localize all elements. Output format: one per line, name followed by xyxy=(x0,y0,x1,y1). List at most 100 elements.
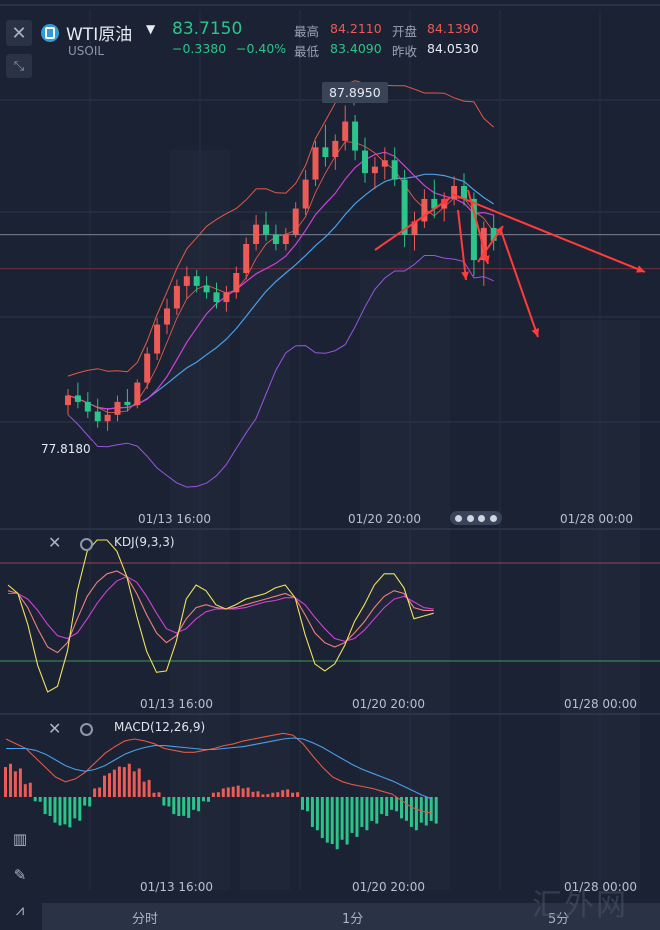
candle-type-icon[interactable]: ▥ xyxy=(12,830,28,848)
close-icon[interactable]: ✕ xyxy=(6,20,32,46)
candle-body xyxy=(223,292,230,302)
period-bar xyxy=(42,903,660,930)
macd-histogram-bar xyxy=(172,797,176,815)
candle-body xyxy=(65,395,71,406)
macd-histogram-bar xyxy=(380,797,384,815)
macd-histogram-bar xyxy=(202,797,205,802)
close-icon[interactable]: ✕ xyxy=(48,719,62,738)
time-label: 01/13 16:00 xyxy=(140,697,213,711)
gear-icon[interactable] xyxy=(80,723,93,736)
macd-histogram-bar xyxy=(271,792,275,797)
candle-body xyxy=(104,414,111,422)
macd-histogram-bar xyxy=(246,787,250,797)
annotation-arrowhead xyxy=(636,265,645,273)
macd-histogram-bar xyxy=(231,786,235,797)
period-tab-5min[interactable]: 5分 xyxy=(548,912,570,927)
macd-histogram-bar xyxy=(400,797,403,819)
shrink-icon[interactable]: ⤡ xyxy=(6,54,32,78)
macd-histogram-bar xyxy=(251,791,255,797)
time-label: 01/13 16:00 xyxy=(138,512,211,526)
macd-histogram-bar xyxy=(98,787,102,797)
symbol-code: USOIL xyxy=(68,44,105,58)
macd-histogram-bar xyxy=(216,792,220,797)
macd-histogram-bar xyxy=(236,785,240,797)
candle-body xyxy=(144,353,151,383)
symbol-name[interactable]: WTI原油 xyxy=(66,25,133,45)
macd-histogram-bar xyxy=(152,792,156,797)
time-label: 01/20 20:00 xyxy=(352,697,425,711)
macd-histogram-bar xyxy=(325,797,329,843)
indicator-icon[interactable]: ⩘ xyxy=(15,901,25,919)
open-label: 开盘 xyxy=(392,24,418,39)
macd-histogram-bar xyxy=(162,797,166,806)
candle-body xyxy=(173,285,180,309)
macd-histogram-bar xyxy=(256,791,260,797)
annotation-arrowhead xyxy=(482,255,490,264)
candle-body xyxy=(480,227,487,261)
candle-body xyxy=(401,179,408,235)
macd-histogram-bar xyxy=(147,779,151,797)
candle-body xyxy=(282,234,289,244)
candle-body xyxy=(470,198,477,261)
last-price: 83.7150 xyxy=(172,19,243,39)
macd-histogram-bar xyxy=(38,797,42,802)
macd-histogram-bar xyxy=(43,797,47,815)
macd-histogram-bar xyxy=(122,767,126,797)
macd-histogram-bar xyxy=(58,797,62,826)
macd-histogram-bar xyxy=(192,797,196,810)
macd-histogram-bar xyxy=(28,782,32,797)
low-price-tag: 77.8180 xyxy=(39,441,93,457)
macd-histogram-bar xyxy=(207,797,210,802)
period-tab-1min[interactable]: 1分 xyxy=(342,912,364,927)
macd-histogram-bar xyxy=(68,797,72,828)
macd-histogram-bar xyxy=(53,797,57,823)
macd-histogram-bar xyxy=(434,797,438,824)
pencil-icon[interactable]: ✎ xyxy=(13,866,27,884)
candle-body xyxy=(253,224,260,244)
macd-histogram-bar xyxy=(117,766,121,797)
macd-histogram-bar xyxy=(112,769,116,797)
gear-icon[interactable] xyxy=(80,538,93,551)
chevron-down-icon[interactable]: ▼ xyxy=(146,22,156,36)
prev-close-label: 昨收 xyxy=(392,44,418,59)
boll-lower-line xyxy=(67,255,494,488)
macd-histogram-bar xyxy=(93,788,97,797)
close-icon[interactable]: ✕ xyxy=(48,533,62,552)
macd-histogram-bar xyxy=(350,797,354,833)
candle-body xyxy=(164,308,170,325)
candle-body xyxy=(134,382,141,406)
macd-histogram-bar xyxy=(108,773,111,797)
kdj-title: KDJ(9,3,3) xyxy=(114,535,175,549)
bg-building xyxy=(240,220,290,890)
kdj-j-line xyxy=(7,539,434,693)
macd-histogram-bar xyxy=(276,792,280,797)
candle-body xyxy=(371,166,378,174)
time-label: 01/28 00:00 xyxy=(560,512,633,526)
watermark-logo: 汇外网 xyxy=(532,888,628,923)
macd-histogram-bar xyxy=(83,797,87,806)
price-change: −0.3380 xyxy=(172,41,227,56)
candle-body xyxy=(411,221,418,235)
macd-histogram-bar xyxy=(301,797,304,810)
macd-histogram-bar xyxy=(429,797,433,821)
annotation-arrow xyxy=(451,193,646,273)
macd-histogram-bar xyxy=(385,797,389,816)
macd-histogram-bar xyxy=(23,784,27,797)
macd-histogram-bar xyxy=(365,797,369,831)
period-tab-timeshare[interactable]: 分时 xyxy=(132,912,159,927)
time-label: 01/20 20:00 xyxy=(348,512,421,526)
macd-histogram-bar xyxy=(375,797,379,824)
macd-histogram-bar xyxy=(127,763,131,797)
candle-body xyxy=(461,186,467,199)
macd-histogram-bar xyxy=(340,797,344,840)
annotation-arrowhead xyxy=(441,198,450,206)
scroll-indicator[interactable] xyxy=(450,511,502,525)
macd-histogram-bar xyxy=(345,797,349,845)
macd-histogram-bar xyxy=(390,797,394,810)
macd-histogram-bar xyxy=(187,797,191,818)
macd-histogram-bar xyxy=(63,797,67,825)
annotation-arrowhead xyxy=(531,328,540,337)
candle-body xyxy=(421,198,428,222)
macd-histogram-bar xyxy=(281,790,285,797)
